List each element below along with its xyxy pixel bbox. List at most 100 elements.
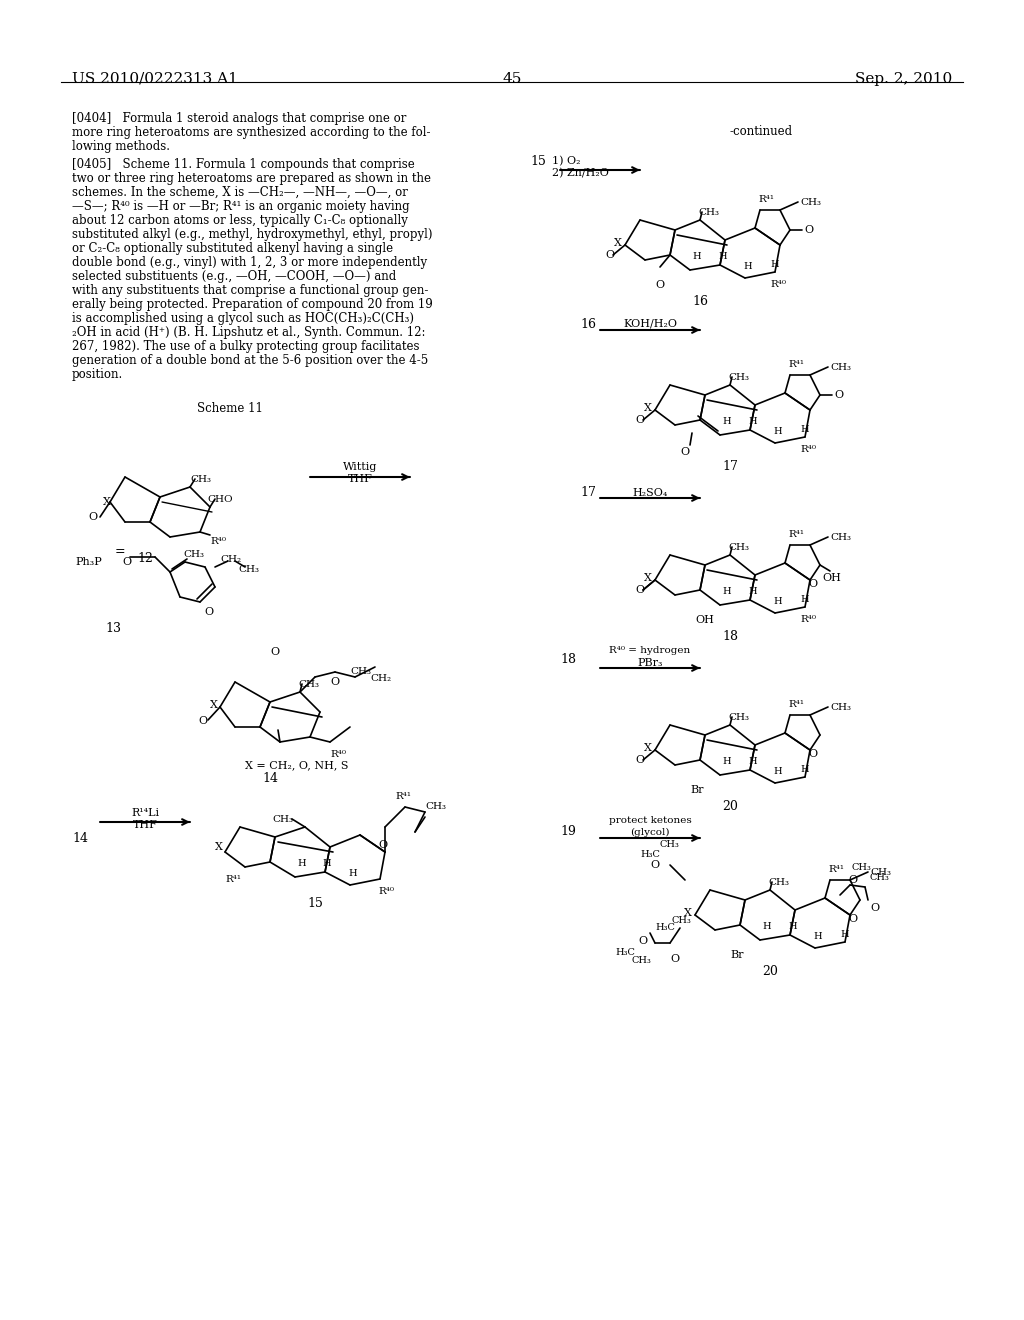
Text: X: X <box>644 403 652 413</box>
Text: O: O <box>804 224 813 235</box>
Text: R¹⁴Li: R¹⁴Li <box>131 808 159 818</box>
Text: O: O <box>378 840 387 850</box>
Text: THF: THF <box>347 474 373 484</box>
Text: OH: OH <box>695 615 714 624</box>
Text: O: O <box>204 607 213 616</box>
Text: [0404]   Formula 1 steroid analogs that comprise one or: [0404] Formula 1 steroid analogs that co… <box>72 112 407 125</box>
Text: H: H <box>773 767 781 776</box>
Text: 17: 17 <box>722 459 738 473</box>
Text: H₃C: H₃C <box>640 850 659 859</box>
Text: Br: Br <box>690 785 703 795</box>
Text: O: O <box>198 715 207 726</box>
Text: CH₃: CH₃ <box>272 814 293 824</box>
Text: CH₃: CH₃ <box>632 956 652 965</box>
Text: or C₂-C₈ optionally substituted alkenyl having a single: or C₂-C₈ optionally substituted alkenyl … <box>72 242 393 255</box>
Text: H: H <box>692 252 700 261</box>
Text: R⁴¹: R⁴¹ <box>395 792 411 801</box>
Text: CH₃: CH₃ <box>830 363 851 372</box>
Text: H: H <box>722 587 731 597</box>
Text: CH₂: CH₂ <box>370 675 391 682</box>
Text: CH₃: CH₃ <box>800 198 821 207</box>
Text: H: H <box>748 417 757 426</box>
Text: H: H <box>322 859 331 869</box>
Text: about 12 carbon atoms or less, typically C₁-C₈ optionally: about 12 carbon atoms or less, typically… <box>72 214 408 227</box>
Text: O: O <box>270 647 280 657</box>
Text: H: H <box>722 417 731 426</box>
Text: H: H <box>800 766 809 774</box>
Text: with any substituents that comprise a functional group gen-: with any substituents that comprise a fu… <box>72 284 428 297</box>
Text: R⁴¹: R⁴¹ <box>758 195 774 205</box>
Text: 18: 18 <box>722 630 738 643</box>
Text: O: O <box>650 861 659 870</box>
Text: 15: 15 <box>530 154 546 168</box>
Text: H₃C: H₃C <box>615 948 635 957</box>
Text: CH₂: CH₂ <box>220 554 241 564</box>
Text: O: O <box>635 585 644 595</box>
Text: 15: 15 <box>307 898 323 909</box>
Text: KOH/H₂O: KOH/H₂O <box>623 318 677 327</box>
Text: CH₃: CH₃ <box>830 533 851 543</box>
Text: CH₃: CH₃ <box>728 713 749 722</box>
Text: R⁴⁰: R⁴⁰ <box>378 887 394 896</box>
Text: 16: 16 <box>692 294 708 308</box>
Text: two or three ring heteroatoms are prepared as shown in the: two or three ring heteroatoms are prepar… <box>72 172 431 185</box>
Text: CH₃: CH₃ <box>350 667 371 676</box>
Text: H: H <box>748 756 757 766</box>
Text: X: X <box>644 573 652 583</box>
Text: X = CH₂, O, NH, S: X = CH₂, O, NH, S <box>245 760 348 770</box>
Text: CH₃: CH₃ <box>870 869 891 876</box>
Text: Sep. 2, 2010: Sep. 2, 2010 <box>855 73 952 86</box>
Text: is accomplished using a glycol such as HOC(CH₃)₂C(CH₃): is accomplished using a glycol such as H… <box>72 312 414 325</box>
Text: —S—; R⁴⁰ is —H or —Br; R⁴¹ is an organic moiety having: —S—; R⁴⁰ is —H or —Br; R⁴¹ is an organic… <box>72 201 410 213</box>
Text: H: H <box>743 261 752 271</box>
Text: CH₃: CH₃ <box>728 543 749 552</box>
Text: CH₃: CH₃ <box>190 475 211 484</box>
Text: R⁴¹: R⁴¹ <box>788 531 804 539</box>
Text: R⁴⁰ = hydrogen: R⁴⁰ = hydrogen <box>609 645 690 655</box>
Text: O: O <box>605 249 614 260</box>
Text: X: X <box>210 700 218 710</box>
Text: O: O <box>808 579 817 589</box>
Text: PBr₃: PBr₃ <box>637 657 663 668</box>
Text: H: H <box>840 931 849 939</box>
Text: CH₃: CH₃ <box>728 374 749 381</box>
Text: O: O <box>848 875 857 884</box>
Text: R⁴⁰: R⁴⁰ <box>330 750 346 759</box>
Text: 2) Zn/H₂O: 2) Zn/H₂O <box>552 168 609 178</box>
Text: [0405]   Scheme 11. Formula 1 compounds that comprise: [0405] Scheme 11. Formula 1 compounds th… <box>72 158 415 172</box>
Text: CH₃: CH₃ <box>852 863 871 873</box>
Text: H: H <box>722 756 731 766</box>
Text: R⁴⁰: R⁴⁰ <box>800 445 816 454</box>
Text: R⁴¹: R⁴¹ <box>788 360 804 370</box>
Text: O: O <box>635 414 644 425</box>
Text: Br: Br <box>730 950 743 960</box>
Text: 13: 13 <box>105 622 121 635</box>
Text: H: H <box>788 921 797 931</box>
Text: 20: 20 <box>722 800 738 813</box>
Text: 45: 45 <box>503 73 521 86</box>
Text: CH₃: CH₃ <box>768 878 790 887</box>
Text: H: H <box>770 260 778 269</box>
Text: erally being protected. Preparation of compound 20 from 19: erally being protected. Preparation of c… <box>72 298 433 312</box>
Text: H₃C: H₃C <box>655 923 675 932</box>
Text: -continued: -continued <box>730 125 794 139</box>
Text: H: H <box>348 869 356 878</box>
Text: X: X <box>614 238 622 248</box>
Text: position.: position. <box>72 368 123 381</box>
Text: 19: 19 <box>560 825 575 838</box>
Text: 12: 12 <box>137 552 153 565</box>
Text: H: H <box>773 597 781 606</box>
Text: CH₃: CH₃ <box>660 840 680 849</box>
Text: O: O <box>88 512 97 521</box>
Text: more ring heteroatoms are synthesized according to the fol-: more ring heteroatoms are synthesized ac… <box>72 125 430 139</box>
Text: H: H <box>297 859 305 869</box>
Text: CH₃: CH₃ <box>298 680 319 689</box>
Text: 14: 14 <box>262 772 278 785</box>
Text: H₂SO₄: H₂SO₄ <box>632 488 668 498</box>
Text: H: H <box>773 426 781 436</box>
Text: CH₃: CH₃ <box>870 873 890 882</box>
Text: R⁴¹: R⁴¹ <box>788 700 804 709</box>
Text: Scheme 11: Scheme 11 <box>197 403 263 414</box>
Text: O: O <box>670 954 679 964</box>
Text: H: H <box>800 425 809 434</box>
